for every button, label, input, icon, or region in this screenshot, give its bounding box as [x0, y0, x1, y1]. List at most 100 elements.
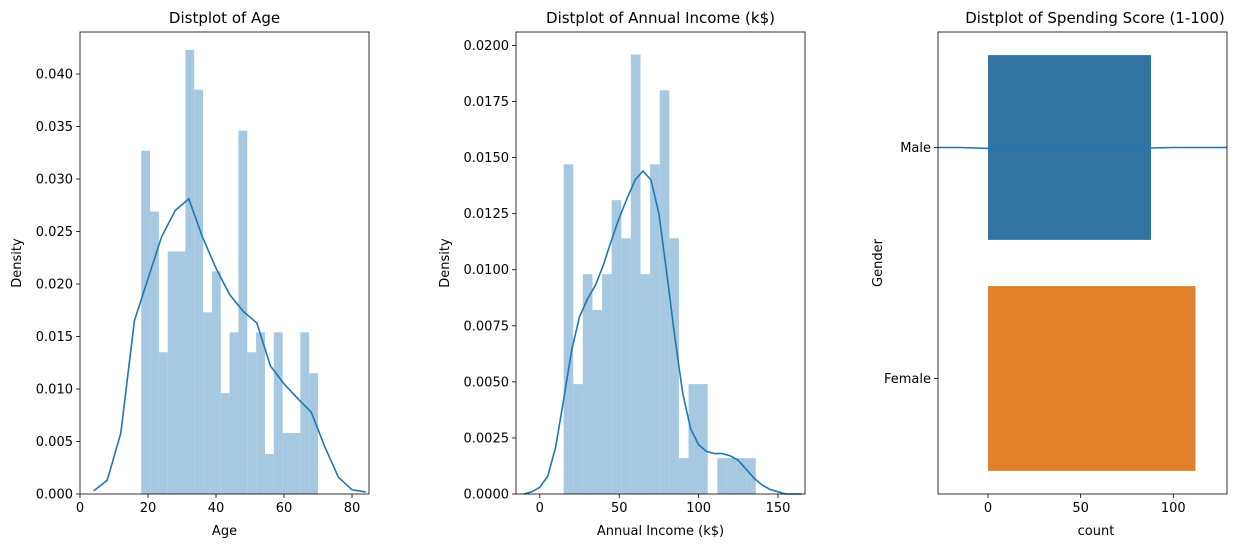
income-y-tick-label: 0.0050	[464, 375, 510, 390]
spending-x-tick-label: 50	[1072, 501, 1089, 516]
income-histogram-bar	[611, 200, 622, 494]
income-histogram-bar	[650, 164, 660, 495]
spending-chart-title: Distplot of Spending Score (1-100)	[965, 9, 1225, 27]
income-y-ticks: 0.0000 0.0025 0.0050 0.0075 0.0100 0.0125 0.01…	[464, 39, 516, 503]
age-x-tick-label: 80	[344, 501, 361, 516]
age-x-tick-label: 40	[208, 501, 225, 516]
income-histogram-bar	[582, 274, 593, 494]
income-histogram-bar	[592, 310, 603, 494]
income-x-tick-label: 150	[766, 501, 791, 516]
age-x-tick-label: 60	[276, 501, 293, 516]
age-y-tick-label: 0.010	[36, 383, 73, 398]
spending-x-ticks: 0 50 100	[984, 494, 1186, 516]
income-plot-border	[515, 31, 806, 495]
spending-kde-line	[938, 146, 1227, 150]
income-histogram-bar	[736, 458, 747, 494]
age-histogram-bar	[203, 312, 212, 494]
age-plot-border	[79, 31, 370, 495]
income-x-ticks: 0 50 100 150	[536, 494, 791, 516]
age-y-tick-label: 0.020	[36, 278, 73, 293]
age-chart-title: Distplot of Age	[169, 9, 280, 27]
income-histogram-bar	[688, 384, 699, 494]
spending-x-tick-label: 0	[984, 501, 992, 516]
income-histogram-bar	[717, 458, 727, 494]
age-histogram-bar	[176, 251, 186, 494]
age-histogram-bar	[220, 393, 230, 494]
age-y-tick-label: 0.040	[36, 68, 73, 83]
age-histogram-bar	[291, 433, 301, 494]
income-histogram-bar	[573, 384, 583, 494]
age-histogram-bar	[256, 332, 265, 494]
income-y-tick-label: 0.0000	[464, 488, 510, 503]
age-histogram-bar	[158, 352, 168, 494]
income-y-tick-label: 0.0125	[464, 207, 510, 222]
income-y-tick-label: 0.0075	[464, 319, 510, 334]
spending-y-ticks: Male Female	[884, 141, 938, 387]
income-histogram-bars	[563, 54, 756, 495]
age-histogram-bar	[264, 454, 274, 494]
income-x-tick-label: 100	[686, 501, 711, 516]
age-histogram-bar	[238, 130, 248, 494]
spending-x-axis-label: count	[1078, 524, 1115, 539]
income-histogram-bar	[630, 54, 641, 494]
spending-gender-panel: 0 50 100 Male Female Distplot of Spending S…	[871, 9, 1228, 539]
age-kde-line	[93, 197, 366, 493]
age-y-tick-label: 0.005	[36, 435, 73, 450]
income-histogram-bar	[746, 458, 756, 494]
gender-category-label: Female	[884, 372, 931, 387]
age-x-tick-label: 20	[140, 501, 157, 516]
income-histogram-bar	[602, 274, 612, 494]
income-x-axis-label: Annual Income (k$)	[597, 524, 724, 539]
income-y-tick-label: 0.0175	[464, 95, 510, 110]
age-y-tick-label: 0.015	[36, 330, 73, 345]
age-histogram-bar	[194, 89, 204, 494]
age-histogram-bar	[309, 373, 318, 494]
age-y-axis-label: Density	[10, 238, 25, 288]
age-y-tick-label: 0.025	[36, 225, 73, 240]
income-histogram-bar	[698, 384, 708, 494]
income-y-tick-label: 0.0025	[464, 431, 510, 446]
income-histogram-bar	[659, 90, 670, 495]
income-kde-line	[523, 169, 802, 495]
income-histogram-bar	[726, 458, 737, 494]
gender-category-label: Male	[900, 141, 931, 156]
age-histogram-bar	[247, 352, 257, 494]
age-x-axis-label: Age	[212, 524, 237, 539]
age-histogram-bars	[141, 49, 318, 495]
age-distplot-panel: 0 20 40 60 80 0.000 0.005 0.010 0.015 0.020 0.025…	[10, 9, 370, 539]
age-y-tick-label: 0.035	[36, 120, 73, 135]
age-histogram-bar	[211, 271, 221, 494]
age-histogram-bar	[229, 332, 239, 494]
gender-bar-female	[988, 286, 1196, 471]
age-histogram-bar	[300, 332, 310, 494]
income-histogram-bar	[563, 164, 574, 495]
spending-x-tick-label: 100	[1161, 501, 1186, 516]
income-histogram-bar	[621, 238, 631, 494]
income-y-tick-label: 0.0200	[464, 39, 510, 54]
age-histogram-bar	[273, 332, 283, 494]
age-y-tick-label: 0.030	[36, 173, 73, 188]
income-y-axis-label: Density	[438, 238, 453, 288]
age-x-tick-label: 0	[76, 501, 84, 516]
age-histogram-bar	[282, 433, 292, 494]
age-histogram-bar	[141, 150, 151, 494]
income-chart-title: Distplot of Annual Income (k$)	[546, 9, 775, 27]
income-histogram-bar	[640, 274, 651, 494]
income-x-tick-label: 50	[611, 501, 628, 516]
income-histogram-bar	[678, 458, 689, 494]
income-x-tick-label: 0	[536, 501, 544, 516]
age-histogram-bar	[150, 211, 159, 495]
age-histogram-bar	[185, 49, 195, 494]
age-y-ticks: 0.000 0.005 0.010 0.015 0.020 0.025 0.030 0.035…	[36, 68, 80, 503]
age-y-tick-label: 0.000	[36, 488, 73, 503]
income-histogram-bar	[669, 238, 679, 494]
age-x-ticks: 0 20 40 60 80	[76, 494, 360, 516]
age-histogram-bar	[167, 251, 177, 494]
spending-y-axis-label: Gender	[871, 238, 886, 287]
gender-count-bars	[988, 55, 1196, 471]
spending-plot-border	[937, 31, 1228, 495]
income-y-tick-label: 0.0150	[464, 151, 510, 166]
income-y-tick-label: 0.0100	[464, 263, 510, 278]
income-distplot-panel: 0 50 100 150 0.0000 0.0025 0.0050 0.0075 0.0100…	[438, 9, 806, 539]
